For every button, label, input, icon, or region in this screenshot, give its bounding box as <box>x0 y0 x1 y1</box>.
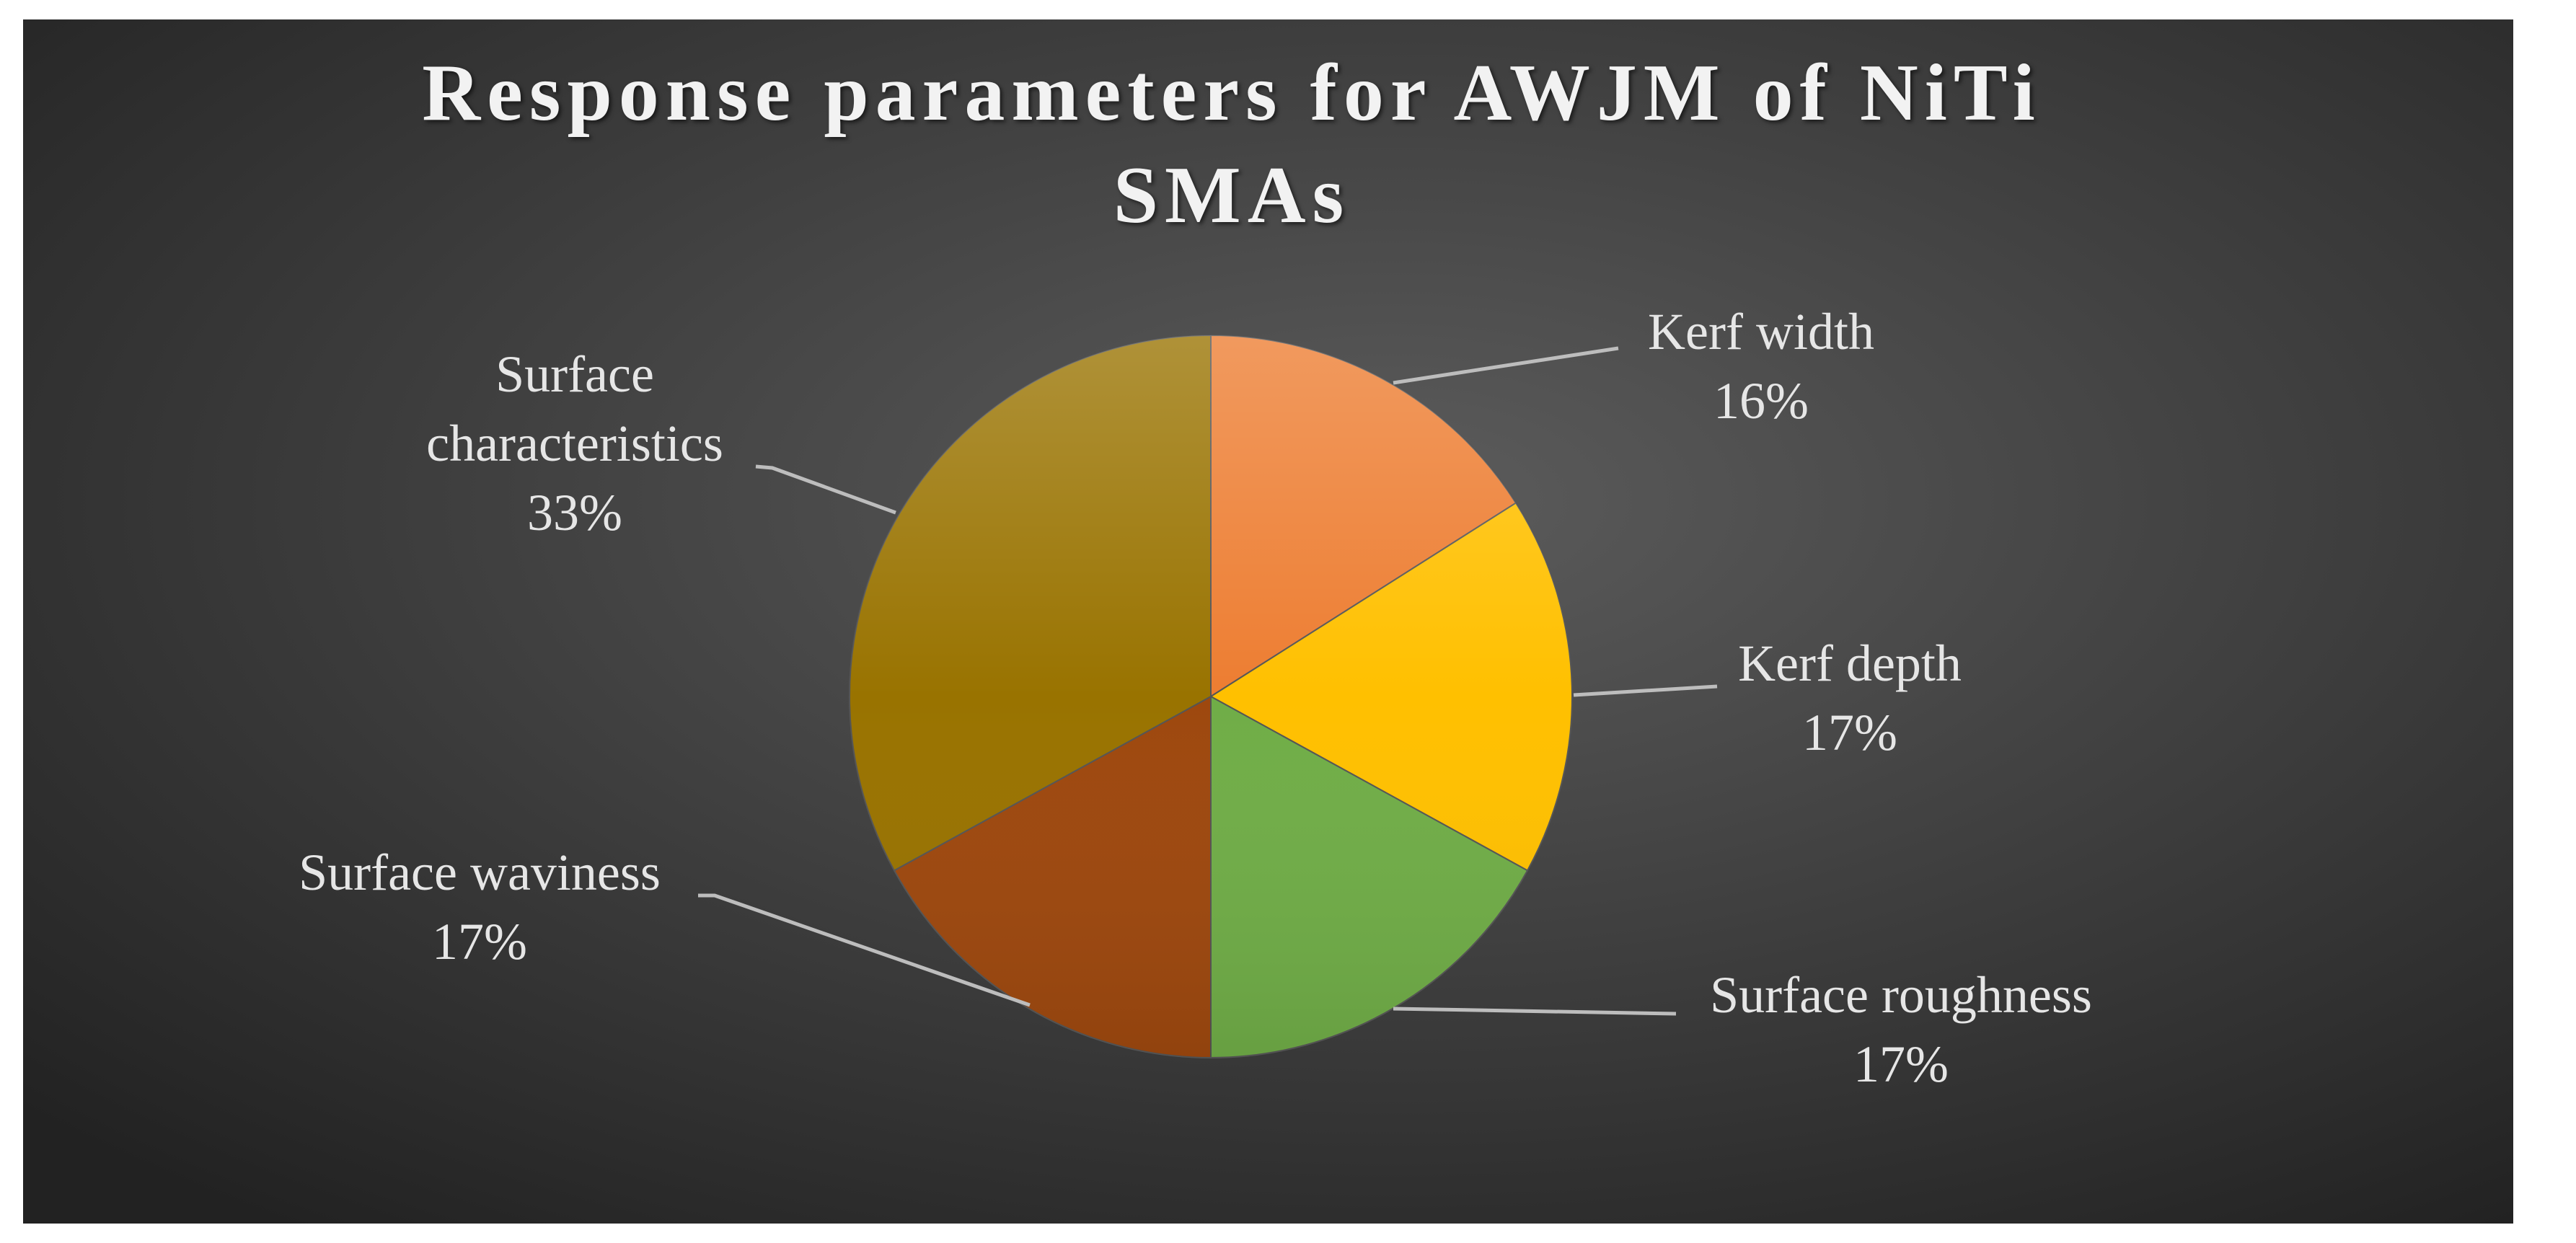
label-value: 17% <box>432 913 527 970</box>
label-category: Surface roughness <box>1710 966 2092 1024</box>
chart-title: Response parameters for AWJM of NiTi SMA… <box>422 48 2042 240</box>
data-label: Kerf width 16% <box>1648 297 1874 435</box>
label-category: Kerf depth <box>1738 634 1962 692</box>
leader-line <box>698 893 1031 1007</box>
data-label: Kerf depth 17% <box>1738 629 1962 767</box>
label-value: 17% <box>1802 704 1897 761</box>
label-value: 16% <box>1713 372 1809 430</box>
leader-line <box>1573 684 1718 697</box>
leader-line <box>1393 1007 1677 1016</box>
label-value: 33% <box>527 484 622 541</box>
label-category: Surface characteristics <box>426 345 723 472</box>
leader-line <box>755 464 896 515</box>
data-label: Surface roughness 17% <box>1710 960 2092 1099</box>
label-category: Kerf width <box>1648 303 1874 360</box>
data-label: Surface waviness 17% <box>299 838 661 976</box>
data-label: Surface characteristics 33% <box>373 340 777 547</box>
label-category: Surface waviness <box>299 844 661 901</box>
label-value: 17% <box>1853 1035 1949 1093</box>
leader-line <box>1393 346 1619 385</box>
